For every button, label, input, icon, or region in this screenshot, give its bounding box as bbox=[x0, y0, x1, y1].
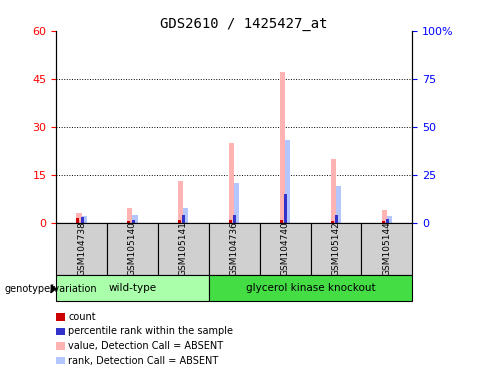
Bar bbox=[77, 218, 80, 223]
Bar bbox=[233, 215, 236, 223]
Bar bbox=[132, 220, 135, 223]
Bar bbox=[310, 223, 362, 275]
Bar bbox=[331, 222, 334, 223]
Text: GSM104740: GSM104740 bbox=[281, 221, 290, 276]
Bar bbox=[178, 181, 183, 223]
Bar bbox=[56, 223, 107, 275]
Bar bbox=[132, 215, 138, 223]
Text: GSM105142: GSM105142 bbox=[331, 221, 341, 276]
Bar bbox=[183, 215, 185, 223]
Text: wild-type: wild-type bbox=[108, 283, 157, 293]
Bar bbox=[178, 220, 181, 223]
Bar bbox=[386, 219, 389, 223]
Bar bbox=[362, 223, 412, 275]
Bar bbox=[209, 223, 260, 275]
Text: percentile rank within the sample: percentile rank within the sample bbox=[68, 326, 233, 336]
Bar bbox=[280, 72, 285, 223]
Polygon shape bbox=[51, 285, 56, 293]
Bar bbox=[229, 143, 234, 223]
Text: GSM105144: GSM105144 bbox=[383, 221, 391, 276]
Bar bbox=[183, 208, 188, 223]
Bar bbox=[81, 216, 87, 223]
Text: GSM104736: GSM104736 bbox=[230, 221, 239, 276]
Bar bbox=[158, 223, 209, 275]
Bar bbox=[387, 216, 392, 223]
Bar bbox=[382, 210, 387, 223]
Bar bbox=[56, 275, 209, 301]
Bar bbox=[127, 208, 132, 223]
Text: GSM104738: GSM104738 bbox=[77, 221, 86, 276]
Bar bbox=[285, 139, 290, 223]
Bar bbox=[209, 275, 412, 301]
Text: GDS2610 / 1425427_at: GDS2610 / 1425427_at bbox=[160, 17, 328, 31]
Text: genotype/variation: genotype/variation bbox=[5, 284, 98, 294]
Text: GSM105141: GSM105141 bbox=[179, 221, 188, 276]
Bar bbox=[127, 222, 130, 223]
Bar bbox=[382, 222, 385, 223]
Text: rank, Detection Call = ABSENT: rank, Detection Call = ABSENT bbox=[68, 356, 219, 366]
Text: glycerol kinase knockout: glycerol kinase knockout bbox=[246, 283, 375, 293]
Bar bbox=[81, 217, 84, 223]
Bar bbox=[331, 159, 336, 223]
Bar bbox=[234, 183, 239, 223]
Bar bbox=[107, 223, 158, 275]
Text: value, Detection Call = ABSENT: value, Detection Call = ABSENT bbox=[68, 341, 224, 351]
Bar bbox=[284, 194, 287, 223]
Bar bbox=[280, 220, 283, 223]
Bar bbox=[260, 223, 310, 275]
Bar bbox=[229, 220, 232, 223]
Bar bbox=[77, 213, 81, 223]
Bar bbox=[336, 186, 341, 223]
Text: GSM105140: GSM105140 bbox=[128, 221, 137, 276]
Text: count: count bbox=[68, 312, 96, 322]
Bar bbox=[335, 215, 338, 223]
